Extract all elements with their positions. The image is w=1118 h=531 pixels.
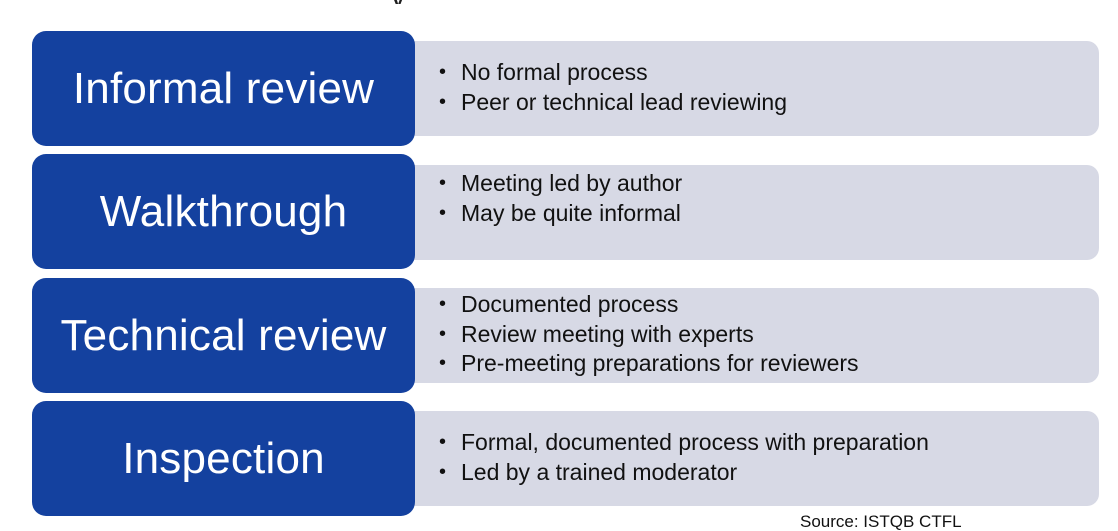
source-citation: Source: ISTQB CTFL — [800, 512, 962, 531]
bullet-list-informal-review: No formal process Peer or technical lead… — [438, 58, 787, 117]
bullet-list-walkthrough: Meeting led by author May be quite infor… — [438, 169, 682, 228]
bullet-item: Led by a trained moderator — [438, 458, 929, 488]
bullet-item: Review meeting with experts — [438, 320, 859, 350]
bullet-list-technical-review: Documented process Review meeting with e… — [438, 290, 859, 379]
label-walkthrough: Walkthrough — [32, 154, 415, 269]
bullet-list-inspection: Formal, documented process with preparat… — [438, 428, 929, 487]
bullet-item: Formal, documented process with preparat… — [438, 428, 929, 458]
label-informal-review: Informal review — [32, 31, 415, 146]
bullet-item: Pre-meeting preparations for reviewers — [438, 349, 859, 379]
bullet-item: Peer or technical lead reviewing — [438, 88, 787, 118]
bullet-item: Meeting led by author — [438, 169, 682, 199]
label-inspection: Inspection — [32, 401, 415, 516]
bullet-item: Documented process — [438, 290, 859, 320]
bullet-item: May be quite informal — [438, 199, 682, 229]
bullet-item: No formal process — [438, 58, 787, 88]
label-technical-review: Technical review — [32, 278, 415, 393]
slide-title-fragment: y — [390, 0, 406, 4]
